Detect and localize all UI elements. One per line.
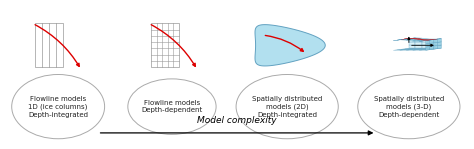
Polygon shape [405, 48, 415, 49]
Polygon shape [426, 46, 430, 50]
Polygon shape [438, 42, 441, 45]
Polygon shape [403, 38, 409, 39]
Polygon shape [427, 39, 438, 40]
Polygon shape [426, 43, 430, 47]
Text: Spatially distributed
models (3-D)
Depth-dependent: Spatially distributed models (3-D) Depth… [374, 96, 444, 118]
Polygon shape [428, 45, 435, 48]
Polygon shape [409, 45, 415, 48]
Polygon shape [435, 45, 441, 48]
Polygon shape [410, 39, 420, 41]
Polygon shape [428, 39, 435, 42]
Polygon shape [430, 40, 434, 43]
Polygon shape [422, 42, 428, 45]
Polygon shape [438, 39, 441, 42]
Polygon shape [415, 42, 422, 45]
Polygon shape [428, 39, 434, 40]
Polygon shape [255, 25, 325, 66]
Polygon shape [420, 39, 426, 40]
Polygon shape [413, 38, 419, 39]
Polygon shape [438, 45, 441, 49]
Polygon shape [431, 39, 441, 40]
Polygon shape [404, 49, 414, 50]
Polygon shape [422, 39, 428, 42]
Ellipse shape [12, 74, 105, 139]
Polygon shape [425, 48, 435, 49]
Polygon shape [435, 39, 441, 42]
Polygon shape [417, 40, 427, 41]
Polygon shape [431, 48, 441, 49]
Polygon shape [404, 38, 410, 39]
Polygon shape [408, 38, 413, 39]
Polygon shape [423, 40, 434, 41]
Text: Model complexity: Model complexity [197, 116, 277, 125]
Polygon shape [422, 45, 428, 48]
Polygon shape [419, 40, 430, 41]
Polygon shape [397, 39, 408, 40]
Polygon shape [421, 39, 427, 40]
Polygon shape [423, 49, 434, 50]
Polygon shape [418, 48, 428, 49]
Polygon shape [426, 40, 430, 44]
Polygon shape [432, 39, 438, 40]
Polygon shape [425, 39, 435, 40]
Polygon shape [434, 45, 438, 49]
Text: Spatially distributed
models (2D)
Depth-integrated: Spatially distributed models (2D) Depth-… [252, 96, 322, 118]
Polygon shape [418, 39, 424, 40]
Polygon shape [418, 38, 428, 40]
Polygon shape [406, 38, 412, 39]
Polygon shape [415, 39, 422, 42]
Polygon shape [414, 39, 425, 40]
Polygon shape [409, 39, 415, 42]
Polygon shape [430, 46, 434, 50]
Polygon shape [406, 40, 417, 41]
Polygon shape [434, 39, 438, 43]
Polygon shape [393, 39, 404, 41]
Text: Flowline models
Depth-dependent: Flowline models Depth-dependent [141, 100, 202, 114]
Polygon shape [410, 38, 415, 39]
Polygon shape [428, 42, 435, 45]
Polygon shape [411, 48, 422, 49]
Polygon shape [415, 45, 422, 48]
Polygon shape [430, 43, 434, 46]
Polygon shape [409, 42, 415, 45]
Ellipse shape [358, 74, 460, 139]
Bar [35, 23, 63, 67]
Polygon shape [404, 39, 414, 40]
Polygon shape [411, 38, 422, 39]
Ellipse shape [236, 74, 338, 139]
Polygon shape [430, 39, 436, 40]
Polygon shape [410, 49, 420, 50]
Polygon shape [401, 38, 411, 40]
Polygon shape [397, 49, 408, 50]
Polygon shape [417, 39, 422, 40]
Polygon shape [417, 49, 427, 50]
Polygon shape [411, 38, 417, 39]
Bar [151, 23, 179, 67]
Polygon shape [435, 42, 441, 45]
Polygon shape [434, 42, 438, 46]
Polygon shape [408, 38, 418, 39]
Polygon shape [405, 38, 415, 39]
Polygon shape [400, 39, 410, 40]
Text: Flowline models
1D (ice columns)
Depth-integrated: Flowline models 1D (ice columns) Depth-i… [28, 96, 88, 118]
Ellipse shape [128, 79, 216, 134]
